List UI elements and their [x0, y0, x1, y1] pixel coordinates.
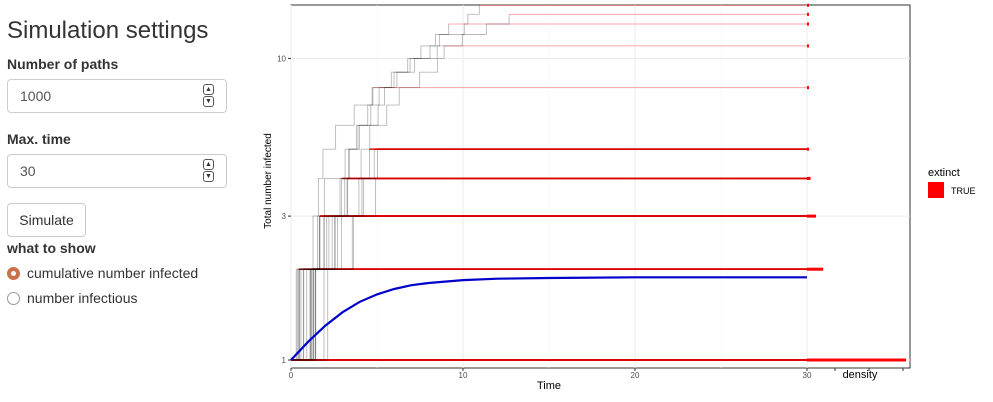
mean-curve — [290, 276, 807, 361]
sample-path — [291, 216, 353, 361]
paths-input[interactable]: 1000 ▲ ▼ — [7, 79, 227, 113]
density-bar — [807, 267, 824, 271]
radio-cumulative-label: cumulative number infected — [27, 265, 199, 281]
x-tick-label: 30 — [803, 371, 812, 380]
x-axis-label: Time — [537, 380, 561, 392]
sample-path — [291, 149, 370, 361]
maxtime-label: Max. time — [7, 131, 71, 147]
density-bar — [807, 147, 810, 151]
sample-path — [291, 269, 300, 361]
x-tick-label: 10 — [459, 371, 468, 380]
density-bar — [807, 176, 811, 180]
maxtime-input[interactable]: 30 ▲ ▼ — [7, 154, 227, 188]
sample-path — [291, 269, 314, 361]
spin-down-icon[interactable]: ▼ — [203, 171, 214, 182]
sample-paths — [291, 4, 807, 361]
sample-path — [291, 149, 375, 361]
radio-unselected-icon[interactable] — [7, 292, 20, 305]
sample-path — [291, 178, 376, 361]
x-tick-label: 20 — [631, 371, 640, 380]
sample-path — [291, 216, 354, 361]
spin-up-icon[interactable]: ▲ — [203, 159, 214, 170]
sample-path — [291, 5, 480, 361]
sidebar: Simulation settings Number of paths 1000… — [0, 0, 245, 402]
y-axis-label: Total number infected — [263, 133, 274, 229]
density-bar — [807, 22, 809, 26]
density-bar — [807, 3, 809, 7]
y-tick-label: 10 — [277, 54, 286, 63]
simulate-button[interactable]: Simulate — [7, 203, 86, 237]
paths-spinner[interactable]: ▲ ▼ — [203, 84, 214, 108]
sample-path — [291, 178, 343, 361]
sample-path — [291, 269, 305, 361]
sample-path — [291, 216, 321, 361]
density-label: density — [843, 369, 878, 381]
spin-down-icon[interactable]: ▼ — [203, 96, 214, 107]
density-bar — [807, 44, 809, 48]
paths-value: 1000 — [20, 88, 52, 104]
page-title: Simulation settings — [7, 17, 209, 44]
sample-path — [291, 24, 450, 361]
spin-up-icon[interactable]: ▲ — [203, 84, 214, 95]
paths-label: Number of paths — [7, 56, 119, 72]
density-panel-border — [806, 4, 911, 369]
sample-path — [291, 178, 349, 361]
density-bar — [807, 214, 816, 218]
sample-path — [291, 216, 325, 361]
sample-path — [291, 216, 321, 361]
density-bar — [807, 12, 809, 16]
radio-selected-icon[interactable] — [7, 267, 20, 280]
density-bar — [807, 358, 906, 362]
plot-main — [290, 3, 906, 362]
legend-entry: TRUE — [951, 186, 976, 196]
legend-title: extinct — [928, 167, 960, 179]
radio-infectious-label: number infectious — [27, 290, 138, 306]
sample-path — [291, 149, 378, 361]
grid: 0 10 20 30 1 3 10 — [277, 4, 911, 380]
y-tick-label: 3 — [282, 212, 287, 221]
show-label: what to show — [7, 240, 96, 256]
sample-path — [291, 45, 445, 361]
sample-path — [291, 269, 317, 361]
sample-path — [291, 87, 374, 361]
sample-path — [291, 14, 510, 361]
maxtime-spinner[interactable]: ▲ ▼ — [203, 159, 214, 183]
x-tick-label: 0 — [289, 371, 294, 380]
maxtime-value: 30 — [20, 163, 36, 179]
density-bar — [807, 86, 809, 90]
legend-key — [928, 182, 944, 198]
sample-path — [291, 269, 312, 361]
y-tick-label: 1 — [282, 356, 287, 365]
